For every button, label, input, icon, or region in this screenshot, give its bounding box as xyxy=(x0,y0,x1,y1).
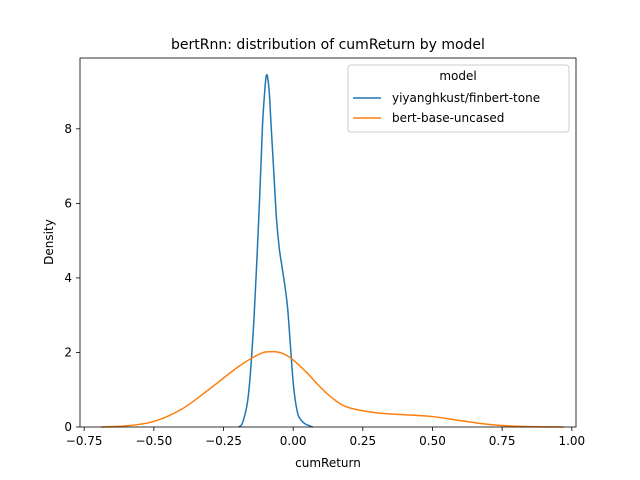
x-tick-label: −0.25 xyxy=(205,434,242,448)
y-axis-label: Density xyxy=(42,219,56,265)
x-tick-label: 0.75 xyxy=(489,434,516,448)
x-tick-label: 1.00 xyxy=(558,434,585,448)
x-tick-label: −0.75 xyxy=(66,434,103,448)
y-tick-label: 2 xyxy=(64,345,72,359)
series-line-bert-base xyxy=(100,350,564,428)
plot-area xyxy=(100,73,564,428)
x-tick-label: −0.50 xyxy=(135,434,172,448)
chart-title: bertRnn: distribution of cumReturn by mo… xyxy=(171,37,485,53)
y-tick-label: 4 xyxy=(64,271,72,285)
axes-frame xyxy=(79,57,577,428)
legend-label-bert-base: bert-base-uncased xyxy=(392,111,504,125)
legend-box xyxy=(347,64,570,133)
legend: model yiyanghkust/finbert-tone bert-base… xyxy=(347,64,570,133)
x-tick-label: 0.25 xyxy=(349,434,376,448)
y-tick-label: 8 xyxy=(64,122,72,136)
x-tick-label: 0.50 xyxy=(419,434,446,448)
y-axis: 0 2 4 6 8 xyxy=(64,122,80,434)
y-tick-label: 6 xyxy=(64,196,72,210)
x-axis: −0.75 −0.50 −0.25 0.00 0.25 0.50 0.75 1.00 xyxy=(66,427,585,448)
legend-title: model xyxy=(439,69,476,83)
y-tick-label: 0 xyxy=(64,420,72,434)
legend-label-finbert: yiyanghkust/finbert-tone xyxy=(392,91,540,105)
series-line-finbert xyxy=(238,73,313,428)
x-tick-label: 0.00 xyxy=(280,434,307,448)
x-axis-label: cumReturn xyxy=(295,456,361,470)
